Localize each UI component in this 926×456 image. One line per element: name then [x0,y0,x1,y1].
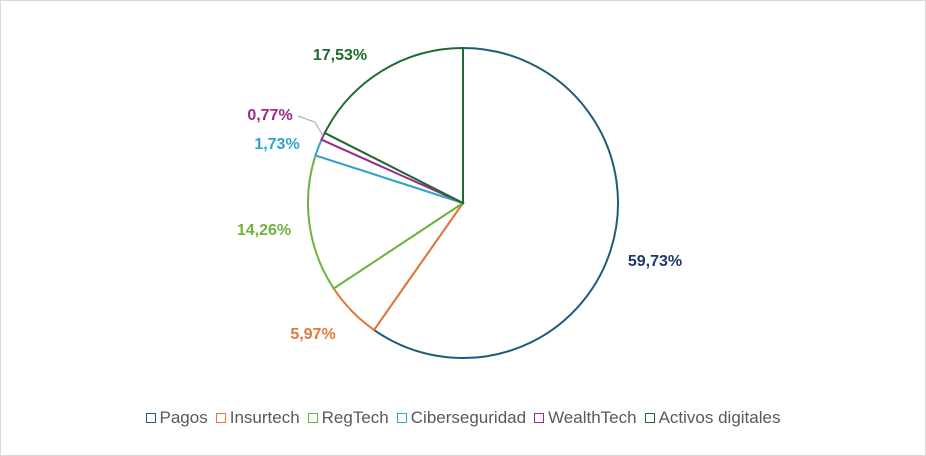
legend-label: Ciberseguridad [410,408,527,427]
legend-item-insurtech: Insurtech [215,408,300,428]
legend-label: RegTech [321,408,389,427]
data-label-regtech: 14,26% [237,222,291,239]
legend-swatch [644,413,655,423]
legend-item-activos-digitales: Activos digitales [644,408,781,428]
legend-swatch [307,413,318,423]
legend-swatch [215,413,226,423]
data-label-wealthtech: 0,77% [247,107,292,124]
legend-label: Activos digitales [658,408,781,427]
pie-slice-pagos [372,46,619,359]
legend-label: WealthTech [548,408,637,427]
chart-legend: Pagos Insurtech RegTech Ciberseguridad Wealt… [0,408,926,428]
data-label-pagos: 59,73% [628,253,682,270]
legend-item-pagos: Pagos [145,408,208,428]
legend-item-ciberseguridad: Ciberseguridad [396,408,527,428]
legend-swatch [396,413,407,423]
legend-label: Insurtech [229,408,300,427]
data-label-insurtech: 5,97% [290,326,335,343]
legend-label: Pagos [159,408,208,427]
data-label-ciberseguridad: 1,73% [254,136,299,153]
legend-item-wealthtech: WealthTech [534,408,637,428]
data-label-activos-digitales: 17,53% [313,47,367,64]
pie-slice-activos-digitales [323,46,464,205]
leader-line-wealthtech [297,115,324,137]
legend-swatch [145,413,156,423]
pie-slice-regtech [307,154,466,290]
legend-item-regtech: RegTech [307,408,389,428]
legend-swatch [534,413,545,423]
